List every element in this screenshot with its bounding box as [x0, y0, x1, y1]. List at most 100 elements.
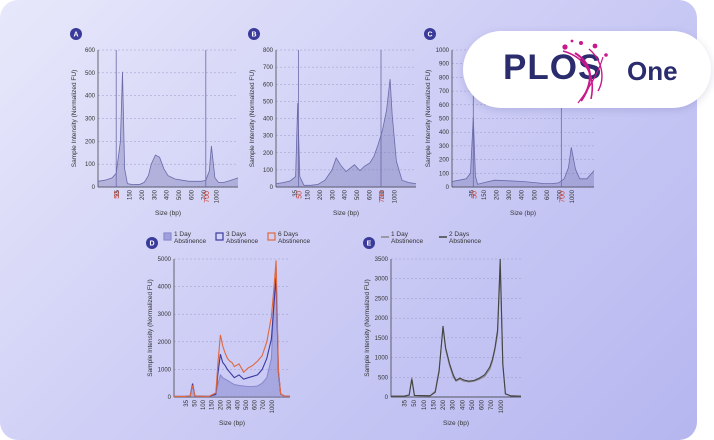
- panel-badge-label: E: [367, 241, 372, 248]
- y-tick-label: 400: [439, 130, 450, 136]
- y-tick-label: 100: [85, 162, 96, 168]
- y-tick-label: 0: [385, 395, 389, 401]
- x-tick-label: 1000: [270, 399, 276, 413]
- panel-badge-label: A: [73, 32, 78, 39]
- series-area: [98, 71, 238, 187]
- logo-product: One: [627, 56, 678, 86]
- y-tick-label: 1500: [375, 336, 389, 342]
- x-tick-label: 500: [177, 189, 183, 200]
- chart-c: C 0 100 200 300 400 500 600 700 800 900 1000 35 150 20…: [424, 28, 595, 217]
- x-tick-label: 100: [422, 399, 428, 410]
- x-tick-label: 150: [431, 399, 437, 410]
- y-axis-title: Sample Intensity (Normalized FU): [364, 279, 371, 377]
- y-tick-label: 700: [439, 89, 450, 95]
- x-tick-label: 700: [261, 399, 267, 410]
- y-tick-label: 800: [263, 48, 274, 54]
- x-tick-label: 1000: [392, 189, 398, 203]
- marker-label: 50: [296, 191, 303, 199]
- x-tick-label: 700: [489, 399, 495, 410]
- y-axis-title: Sample Intensity (Normalized FU): [425, 70, 432, 168]
- series-line: [275, 79, 417, 186]
- y-tick-label: 200: [263, 151, 274, 157]
- x-tick-label: 35: [469, 189, 475, 196]
- x-tick-label: 1000: [570, 189, 576, 203]
- legend-label: 1 Day: [174, 231, 192, 238]
- marker-label: 700: [379, 191, 386, 203]
- x-tick-label: 600: [368, 189, 374, 200]
- series-area: [276, 79, 416, 187]
- x-tick-label: 200: [495, 189, 501, 200]
- series-area: [452, 117, 594, 187]
- x-axis-title: Size (bp): [219, 420, 245, 427]
- x-tick-label: 300: [330, 189, 336, 200]
- x-tick-label: 600: [253, 399, 259, 410]
- x-tick-label: 300: [451, 399, 457, 410]
- y-tick-label: 0: [92, 185, 96, 191]
- y-tick-label: 5000: [158, 257, 172, 263]
- y-tick-label: 100: [263, 168, 274, 174]
- legend-label-line2: Abstinence: [278, 238, 311, 245]
- series-line: [174, 260, 291, 397]
- y-tick-label: 300: [85, 117, 96, 123]
- y-tick-label: 400: [85, 94, 96, 100]
- x-tick-label: 35: [184, 399, 190, 406]
- y-tick-label: 800: [439, 75, 450, 81]
- x-tick-label: 400: [235, 399, 241, 410]
- panel-badge-label: B: [251, 32, 256, 39]
- y-tick-label: 0: [270, 185, 274, 191]
- x-axis-title: Size (bp): [333, 210, 359, 217]
- panel-badge: [146, 237, 158, 249]
- marker-label: 700: [204, 191, 211, 203]
- x-tick-label: 500: [532, 189, 538, 200]
- y-tick-label: 600: [263, 82, 274, 88]
- x-tick-label: 100: [201, 399, 207, 410]
- x-tick-label: 35: [403, 399, 409, 406]
- x-tick-label: 1000: [214, 189, 220, 203]
- legend-label-line2: Abstinence: [226, 238, 259, 245]
- chart-a: A 0 100 200 300 400 500 600 35 150 200 300 400 500 600…: [70, 28, 239, 217]
- legend-label: 6 Days: [278, 231, 299, 238]
- x-tick-label: 35: [293, 189, 299, 196]
- legend-label: 1 Day: [391, 231, 409, 238]
- legend-label: 3 Days: [226, 231, 247, 238]
- x-tick-label: 600: [190, 189, 196, 200]
- y-tick-label: 700: [263, 65, 274, 71]
- x-tick-label: 50: [412, 399, 418, 406]
- x-tick-label: 50: [193, 399, 199, 406]
- x-tick-label: 150: [127, 189, 133, 200]
- panel-badge: [363, 237, 375, 249]
- y-tick-label: 1000: [436, 48, 450, 54]
- y-axis-title: Sample Intensity (Normalized FU): [147, 279, 154, 377]
- y-axis-title: Sample Intensity (Normalized FU): [249, 70, 256, 168]
- x-axis-title: Size (bp): [443, 420, 469, 427]
- y-tick-label: 300: [263, 134, 274, 140]
- y-tick-label: 300: [439, 144, 450, 150]
- y-tick-label: 200: [439, 158, 450, 164]
- x-tick-label: 150: [210, 399, 216, 410]
- x-tick-label: 400: [520, 189, 526, 200]
- x-tick-label: 200: [218, 399, 224, 410]
- series-line: [391, 258, 522, 397]
- y-tick-label: 1000: [375, 356, 389, 362]
- marker-label: 50: [114, 191, 121, 199]
- panel-badge: [70, 28, 82, 40]
- x-tick-label: 200: [441, 399, 447, 410]
- x-tick-label: 35: [115, 189, 121, 196]
- x-axis-title: Size (bp): [510, 210, 536, 217]
- logo-brand: PLOS: [503, 48, 603, 87]
- x-tick-label: 600: [545, 189, 551, 200]
- y-tick-label: 500: [85, 71, 96, 77]
- legend-swatch: [215, 232, 224, 241]
- chart-e: E 0 500 1000 1500 2000 2500 3000 3500 35 50 100 150 2…: [363, 231, 522, 427]
- legend-label-line2: Abstinence: [391, 238, 424, 245]
- chart-d: D 0 1000 2000 3000 4000 5000 35 50 100 150 200 300 40…: [146, 231, 311, 427]
- x-tick-label: 150: [482, 189, 488, 200]
- x-tick-label: 150: [305, 189, 311, 200]
- marker-label: 50: [471, 191, 478, 199]
- x-tick-label: 400: [343, 189, 349, 200]
- series-area: [174, 267, 290, 397]
- x-tick-label: 500: [244, 399, 250, 410]
- marker-label: 700: [559, 191, 566, 203]
- x-tick-label: 200: [318, 189, 324, 200]
- x-tick-label: 300: [507, 189, 513, 200]
